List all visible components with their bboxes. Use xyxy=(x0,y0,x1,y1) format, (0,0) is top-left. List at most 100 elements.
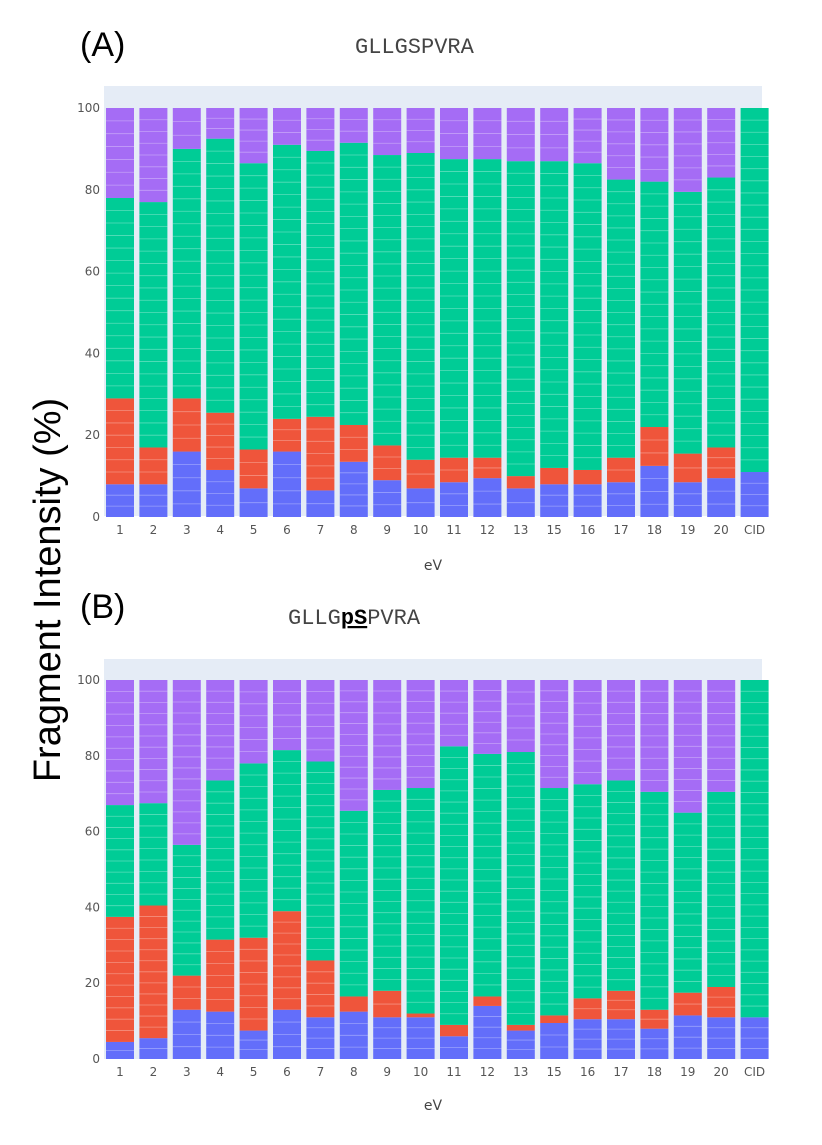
x-axis-title: eV xyxy=(424,1098,443,1114)
bar-segment-purple xyxy=(540,108,569,162)
bar-segment-blue xyxy=(339,1011,368,1059)
bar-segment-red xyxy=(373,445,402,481)
x-tick-label: 19 xyxy=(680,1065,695,1079)
bar-segment-red xyxy=(406,459,435,489)
bar-segment-red xyxy=(707,447,736,479)
bar-segment-blue xyxy=(273,451,301,517)
x-tick-label: 2 xyxy=(150,1065,158,1079)
bar-segment-green xyxy=(206,780,235,940)
x-tick-label: 3 xyxy=(183,523,191,537)
bar-segment-blue xyxy=(273,1009,301,1059)
bar-segment-purple xyxy=(506,108,535,162)
bar-segment-red xyxy=(440,1024,468,1037)
bar-stack xyxy=(373,680,402,1059)
bar-segment-red xyxy=(206,412,235,470)
bar-segment-purple xyxy=(373,680,402,790)
bar-stack xyxy=(172,680,201,1059)
bar-segment-green xyxy=(172,148,201,399)
x-tick-label: 10 xyxy=(413,523,428,537)
bar-stack xyxy=(707,680,736,1059)
bar-segment-green xyxy=(273,750,301,912)
bar-segment-blue xyxy=(239,1030,268,1059)
bar-segment-blue xyxy=(406,1017,435,1059)
x-tick-label: 16 xyxy=(580,1065,595,1079)
bar-stack xyxy=(106,108,134,517)
bar-segment-green xyxy=(506,161,535,477)
bar-segment-green xyxy=(607,179,635,458)
bar-stack xyxy=(406,680,435,1059)
x-tick-label: 10 xyxy=(413,1065,428,1079)
x-axis-title: eV xyxy=(424,558,443,574)
y-tick-label: 100 xyxy=(77,101,100,115)
x-tick-label: 20 xyxy=(714,1065,729,1079)
bar-segment-green xyxy=(607,780,635,991)
y-tick-label: 100 xyxy=(77,673,100,687)
bar-segment-purple xyxy=(106,680,134,806)
x-tick-label: 15 xyxy=(547,1065,562,1079)
bar-segment-red xyxy=(540,467,569,485)
bar-segment-red xyxy=(673,453,702,483)
bar-segment-red xyxy=(406,1013,435,1018)
bar-segment-blue xyxy=(106,484,134,517)
bar-segment-blue xyxy=(206,1011,235,1059)
y-tick-label: 40 xyxy=(85,346,100,360)
bar-segment-green xyxy=(239,763,268,938)
bar-stack xyxy=(440,680,468,1059)
bar-segment-purple xyxy=(139,680,168,804)
bar-segment-purple xyxy=(573,680,602,785)
x-tick-label: 12 xyxy=(480,523,495,537)
bar-stack xyxy=(740,108,769,517)
bar-stack xyxy=(206,680,235,1059)
bar-segment-red xyxy=(473,457,502,479)
bar-segment-purple xyxy=(273,680,301,751)
bar-segment-green xyxy=(273,144,301,419)
bar-stack xyxy=(339,108,368,517)
bar-stack xyxy=(473,680,502,1059)
bar-stack xyxy=(707,108,736,517)
bar-segment-green xyxy=(640,791,669,1010)
bar-segment-purple xyxy=(707,108,736,178)
bar-segment-purple xyxy=(239,108,268,164)
bar-segment-red xyxy=(673,992,702,1016)
x-tick-label: 7 xyxy=(317,523,325,537)
bar-segment-green xyxy=(373,789,402,991)
bar-stack xyxy=(239,108,268,517)
bar-stack xyxy=(607,108,635,517)
bar-segment-purple xyxy=(440,680,468,747)
bar-segment-green xyxy=(707,791,736,987)
bar-segment-red xyxy=(206,939,235,1012)
bar-segment-blue xyxy=(139,484,168,517)
bar-segment-purple xyxy=(373,108,402,156)
x-tick-label: 5 xyxy=(250,523,258,537)
bar-segment-blue xyxy=(506,488,535,517)
bar-segment-red xyxy=(106,398,134,485)
bar-segment-red xyxy=(339,424,368,462)
y-tick-label: 0 xyxy=(92,1052,100,1066)
bar-segment-blue xyxy=(139,1038,168,1059)
bar-segment-red xyxy=(306,416,335,491)
bar-segment-blue xyxy=(306,1017,335,1059)
bar-segment-green xyxy=(640,181,669,428)
bar-segment-blue xyxy=(339,461,368,517)
bar-segment-blue xyxy=(106,1041,134,1059)
x-tick-label: 16 xyxy=(580,523,595,537)
bar-segment-red xyxy=(273,911,301,1010)
bar-segment-green xyxy=(573,163,602,470)
bar-stack xyxy=(607,680,635,1059)
bar-segment-blue xyxy=(607,482,635,517)
y-tick-label: 0 xyxy=(92,510,100,524)
bar-segment-purple xyxy=(306,680,335,762)
bar-segment-blue xyxy=(473,1005,502,1059)
x-tick-label: 11 xyxy=(446,523,461,537)
bar-stack xyxy=(106,680,134,1059)
x-tick-label: 3 xyxy=(183,1065,191,1079)
x-tick-label: 13 xyxy=(513,523,528,537)
x-tick-label: CID xyxy=(744,523,765,537)
bar-stack xyxy=(373,108,402,517)
bar-segment-purple xyxy=(607,108,635,180)
bar-segment-blue xyxy=(373,480,402,517)
bar-segment-red xyxy=(506,476,535,489)
bar-segment-blue xyxy=(707,1017,736,1059)
bar-stack xyxy=(172,108,201,517)
bar-segment-green xyxy=(406,152,435,460)
